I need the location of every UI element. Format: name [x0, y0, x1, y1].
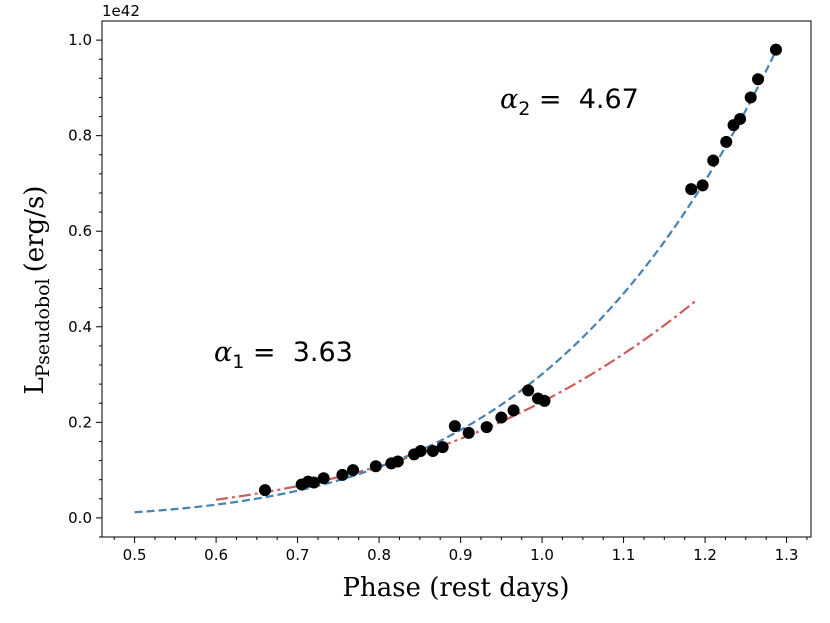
data-point: [391, 455, 404, 468]
alpha-1-symbol: α: [214, 337, 232, 368]
data-point: [752, 73, 765, 86]
data-point: [507, 404, 520, 417]
x-tick-label: 1.3: [775, 546, 799, 564]
x-tick-label: 0.9: [449, 546, 473, 564]
data-point: [448, 420, 461, 433]
x-axis-ticks: 0.5 0.6 0.7 0.8 0.9 1.0 1.1 1.2 1.3: [113, 537, 808, 564]
x-axis-title: Phase (rest days): [342, 573, 569, 603]
fit-alpha-1-curve: [215, 298, 698, 501]
data-point: [426, 445, 439, 457]
data-point: [538, 394, 551, 407]
alpha-2-symbol: α: [500, 84, 518, 115]
plot-frame: [101, 20, 812, 538]
x-tick-label: 1.2: [693, 546, 717, 564]
data-point: [685, 183, 698, 196]
data-point: [414, 445, 427, 457]
x-tick-label: 0.6: [204, 546, 228, 564]
data-point: [495, 411, 508, 424]
data-point: [436, 441, 449, 454]
x-tick-label: 1.1: [612, 546, 636, 564]
fit-lines: [134, 45, 780, 514]
y-tick-label: 0.0: [68, 509, 92, 527]
data-point: [696, 179, 709, 192]
y-tick-label: 1.0: [68, 31, 92, 49]
x-tick-label: 1.0: [530, 546, 554, 564]
data-point: [258, 484, 271, 497]
x-tick-label: 0.8: [367, 546, 391, 564]
x-tick-label: 0.7: [286, 546, 310, 564]
y-tick-label: 0.6: [68, 222, 92, 240]
y-axis-title-subscript: Pseudobol: [32, 278, 54, 377]
data-point: [480, 421, 493, 434]
alpha-1-annotation: α1 = 3.63: [214, 337, 353, 373]
data-point: [744, 91, 757, 104]
y-offset-label: 1e42: [102, 2, 140, 20]
alpha-1-subscript: 1: [232, 351, 244, 373]
data-point: [769, 43, 782, 56]
alpha-2-value: = 4.67: [530, 84, 639, 115]
data-points: [258, 43, 782, 497]
y-axis-title: LPseudobol (erg/s): [20, 186, 54, 395]
y-axis-title-main: L: [20, 377, 50, 394]
data-point: [522, 384, 535, 397]
data-point: [347, 464, 359, 477]
x-tick-label: 0.5: [123, 546, 147, 564]
data-point: [734, 112, 747, 125]
fit-alpha-2-curve: [134, 45, 780, 514]
data-point: [462, 426, 475, 439]
data-point: [707, 154, 720, 167]
data-point: [369, 460, 382, 473]
y-axis-title-unit: (erg/s): [20, 186, 50, 273]
data-point: [336, 468, 349, 481]
y-tick-label: 0.2: [68, 413, 92, 431]
data-point: [307, 476, 320, 489]
data-point: [317, 472, 330, 485]
alpha-2-subscript: 2: [518, 98, 530, 120]
y-tick-label: 0.8: [68, 127, 92, 145]
data-point: [720, 135, 733, 148]
y-axis-ticks: 0.0 0.2 0.4 0.6 0.8 1.0: [68, 31, 102, 538]
y-tick-label: 0.4: [68, 318, 92, 336]
alpha-2-annotation: α2 = 4.67: [500, 84, 639, 120]
alpha-1-value: = 3.63: [244, 337, 353, 368]
